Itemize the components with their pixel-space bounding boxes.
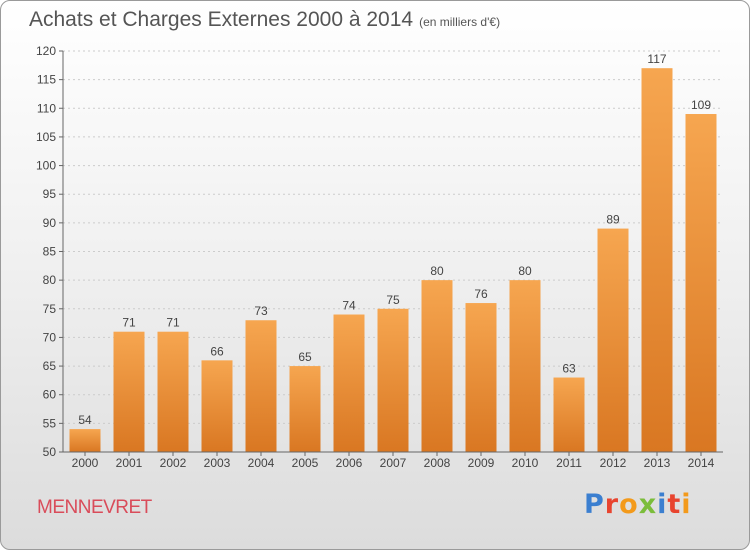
value-label-2011: 63	[562, 362, 576, 376]
y-tick-label: 70	[43, 330, 57, 344]
bar-2009	[465, 303, 497, 452]
bar-2006	[333, 314, 365, 452]
bar-2004	[245, 320, 277, 452]
bar-2014	[685, 114, 717, 452]
bar-2002	[157, 331, 189, 452]
y-tick-label: 75	[43, 302, 57, 316]
x-tick-label-2006: 2006	[336, 456, 363, 470]
logo-letter: t	[667, 489, 682, 520]
x-tick-label-2008: 2008	[424, 456, 451, 470]
x-tick-label-2003: 2003	[204, 456, 231, 470]
y-tick-label: 90	[43, 216, 57, 230]
value-label-2006: 74	[342, 299, 356, 313]
x-tick-label-2000: 2000	[72, 456, 99, 470]
bar-2001	[113, 331, 145, 452]
bar-2013	[641, 68, 673, 452]
bar-2010	[509, 280, 541, 452]
y-tick-label: 80	[43, 273, 57, 287]
value-label-2013: 117	[647, 52, 666, 66]
y-tick-label: 85	[43, 245, 57, 259]
bar-2008	[421, 280, 453, 452]
chart-subtitle: (en milliers d'€)	[419, 15, 501, 29]
proxiti-logo: Proxiti	[584, 489, 692, 520]
y-tick-label: 95	[43, 187, 57, 201]
y-tick-label: 105	[36, 130, 56, 144]
y-tick-label: 60	[43, 388, 57, 402]
x-tick-label-2011: 2011	[556, 456, 582, 470]
x-tick-label-2009: 2009	[468, 456, 495, 470]
value-label-2000: 54	[78, 413, 92, 427]
y-tick-label: 115	[37, 73, 56, 87]
y-tick-label: 100	[36, 159, 56, 173]
logo-letter: i	[657, 489, 668, 520]
y-tick-label: 110	[37, 101, 56, 115]
x-tick-label-2004: 2004	[248, 456, 275, 470]
bar-2000	[69, 429, 101, 452]
value-label-2009: 76	[474, 287, 488, 301]
value-label-2002: 71	[166, 316, 180, 330]
bar-2012	[597, 228, 629, 452]
x-tick-label-2007: 2007	[380, 456, 407, 470]
logo-letter: r	[604, 489, 620, 520]
chart-title-text: Achats et Charges Externes 2000 à 2014	[29, 8, 414, 31]
value-label-2003: 66	[210, 344, 224, 358]
value-label-2007: 75	[386, 293, 400, 307]
x-tick-label-2005: 2005	[292, 456, 319, 470]
value-label-2008: 80	[430, 264, 444, 278]
x-tick-label-2001: 2001	[116, 456, 143, 470]
value-label-2014: 109	[691, 98, 711, 112]
x-tick-label-2012: 2012	[600, 456, 627, 470]
value-label-2012: 89	[606, 213, 620, 227]
x-tick-label-2002: 2002	[160, 456, 187, 470]
x-tick-label-2010: 2010	[512, 456, 539, 470]
bar-2011	[553, 377, 585, 452]
y-tick-label: 120	[36, 44, 56, 58]
bar-2007	[377, 308, 409, 452]
labels: 50 55 60 65 70 75 80 85 90 95 100 105 110 115 120 54 200…	[36, 44, 715, 470]
bar-2005	[289, 366, 321, 452]
x-tick-label-2013: 2013	[644, 456, 671, 470]
value-label-2004: 73	[254, 304, 268, 318]
y-tick-label: 65	[43, 359, 57, 373]
logo-letter: i	[681, 489, 692, 520]
bars	[69, 68, 717, 452]
logo-letter: P	[584, 489, 605, 520]
y-tick-label: 50	[43, 445, 57, 459]
chart-title: Achats et Charges Externes 2000 à 2014 (e…	[29, 8, 500, 32]
value-label-2005: 65	[298, 350, 312, 364]
logo-letter: o	[619, 489, 639, 520]
bar-2003	[201, 360, 233, 452]
value-label-2001: 71	[122, 316, 136, 330]
commune-name: MENNEVRET	[37, 497, 152, 518]
axes	[59, 50, 723, 456]
x-tick-label-2014: 2014	[688, 456, 715, 470]
y-tick-label: 55	[43, 416, 57, 430]
logo-letter: x	[638, 489, 658, 520]
value-label-2010: 80	[518, 264, 532, 278]
